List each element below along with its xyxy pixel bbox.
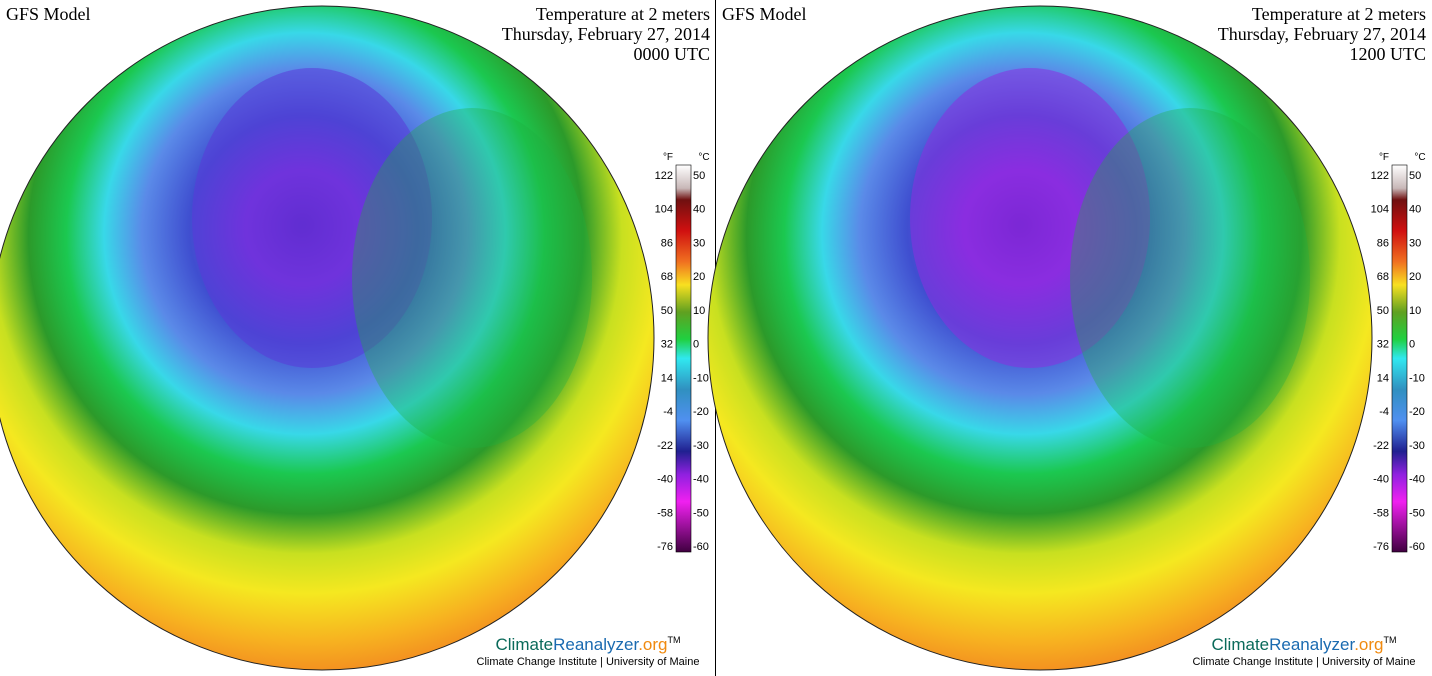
- tick-c: 10: [693, 305, 705, 317]
- brand-part: .org: [638, 635, 667, 654]
- tick-c: 30: [693, 237, 705, 249]
- tick-f: 50: [1377, 305, 1389, 317]
- tick-c: 10: [1409, 305, 1421, 317]
- brand: ClimateReanalyzer.orgTM: [1212, 635, 1397, 654]
- tick-f: 68: [661, 271, 673, 283]
- title-line: 1200 UTC: [1350, 44, 1427, 64]
- title-line: Thursday, February 27, 2014: [502, 24, 710, 44]
- tick-c: 20: [1409, 271, 1421, 283]
- brand-part: Reanalyzer: [1269, 635, 1355, 654]
- unit-c: °C: [698, 152, 709, 163]
- tick-f: 68: [1377, 271, 1389, 283]
- brand-part: TM: [667, 635, 680, 645]
- tick-c: -40: [693, 474, 709, 486]
- tick-f: -22: [657, 440, 673, 452]
- brand-part: Climate: [1212, 635, 1270, 654]
- title-line: Temperature at 2 meters: [536, 4, 710, 24]
- tick-f: 86: [661, 237, 673, 249]
- tick-c: 0: [693, 339, 699, 351]
- unit-c: °C: [1414, 152, 1425, 163]
- tick-f: -22: [1373, 440, 1389, 452]
- tick-c: 20: [693, 271, 705, 283]
- tick-c: -10: [693, 372, 709, 384]
- tick-f: 104: [1371, 204, 1389, 216]
- atlantic-warm: [352, 108, 592, 448]
- tick-c: -50: [1409, 507, 1425, 519]
- tick-f: -4: [1379, 406, 1389, 418]
- tick-c: -30: [693, 440, 709, 452]
- tick-f: 32: [1377, 339, 1389, 351]
- tick-f: -58: [1373, 507, 1389, 519]
- brand-part: .org: [1354, 635, 1383, 654]
- brand-part: Reanalyzer: [553, 635, 639, 654]
- colorbar: [675, 164, 692, 553]
- title-line: Temperature at 2 meters: [1252, 4, 1426, 24]
- tick-f: -76: [657, 541, 673, 553]
- unit-f: °F: [1379, 152, 1389, 163]
- brand-part: Climate: [496, 635, 554, 654]
- tick-f: -40: [1373, 474, 1389, 486]
- tick-c: 50: [1409, 170, 1421, 182]
- brand-subtitle: Climate Change Institute | University of…: [477, 656, 700, 668]
- tick-f: 32: [661, 339, 673, 351]
- tick-c: 40: [693, 204, 705, 216]
- arctic-cold: [192, 68, 432, 368]
- tick-c: 40: [1409, 204, 1421, 216]
- panel: GFS Model Temperature at 2 metersThursday…: [0, 4, 711, 671]
- title-line: Thursday, February 27, 2014: [1218, 24, 1426, 44]
- tick-c: -50: [693, 507, 709, 519]
- tick-c: -60: [1409, 541, 1425, 553]
- tick-f: -76: [1373, 541, 1389, 553]
- unit-f: °F: [663, 152, 673, 163]
- globe-outline: [707, 5, 1373, 671]
- tick-c: -30: [1409, 440, 1425, 452]
- colorbar: [1391, 164, 1408, 553]
- tick-c: -20: [693, 406, 709, 418]
- tick-c: -40: [1409, 474, 1425, 486]
- brand: ClimateReanalyzer.orgTM: [496, 635, 681, 654]
- tick-c: 30: [1409, 237, 1421, 249]
- atlantic-warm: [1070, 108, 1310, 448]
- tick-f: 14: [1377, 372, 1389, 384]
- tick-c: -10: [1409, 372, 1425, 384]
- brand-part: TM: [1383, 635, 1396, 645]
- tick-c: -60: [693, 541, 709, 553]
- tick-f: 104: [655, 204, 673, 216]
- globe-outline: [0, 5, 655, 671]
- tick-f: 50: [661, 305, 673, 317]
- tick-f: 14: [661, 372, 673, 384]
- model-label: GFS Model: [6, 4, 91, 24]
- model-label: GFS Model: [722, 4, 807, 24]
- panel: GFS Model Temperature at 2 metersThursday…: [707, 4, 1427, 671]
- tick-f: -40: [657, 474, 673, 486]
- tick-f: 122: [655, 170, 673, 182]
- brand-subtitle: Climate Change Institute | University of…: [1193, 656, 1416, 668]
- tick-f: -58: [657, 507, 673, 519]
- tick-c: 0: [1409, 339, 1415, 351]
- title-line: 0000 UTC: [634, 44, 711, 64]
- tick-f: 122: [1371, 170, 1389, 182]
- tick-f: -4: [663, 406, 673, 418]
- tick-c: 50: [693, 170, 705, 182]
- tick-f: 86: [1377, 237, 1389, 249]
- arctic-cold: [910, 68, 1150, 368]
- tick-c: -20: [1409, 406, 1425, 418]
